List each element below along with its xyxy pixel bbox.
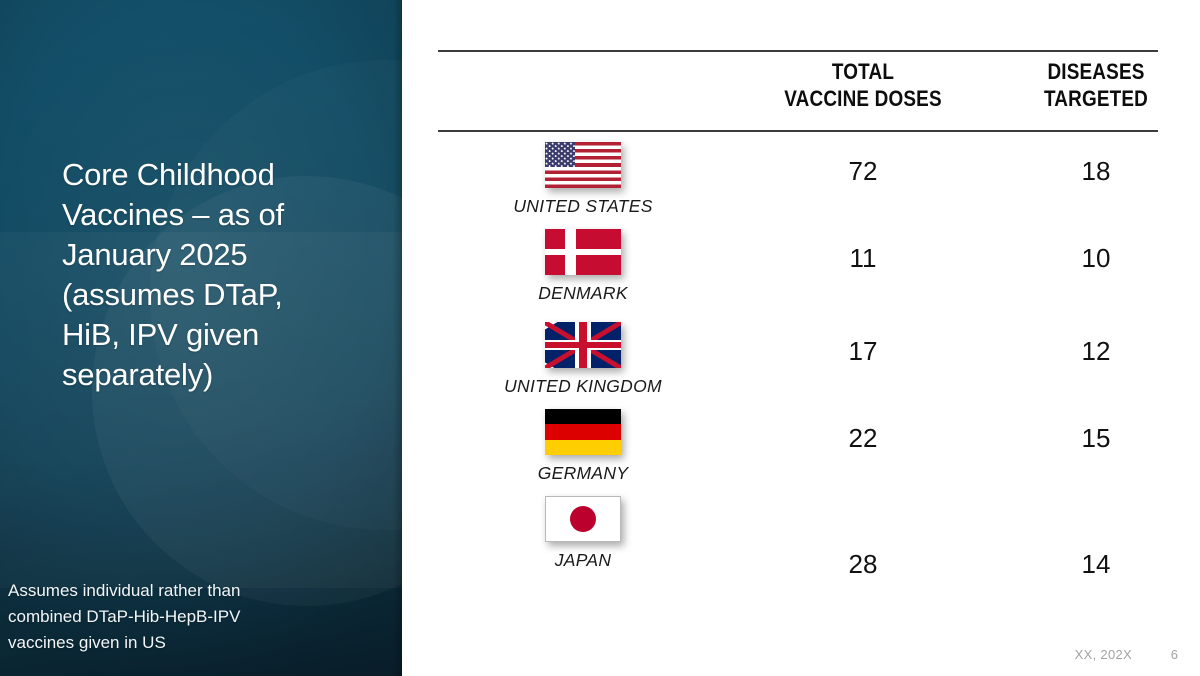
cell-diseases-targeted: 10 (1081, 243, 1111, 273)
flag-wrap (545, 409, 621, 455)
cell-diseases-targeted: 14 (1081, 549, 1111, 579)
slide-title: Core Childhood Vaccines – as of January … (62, 157, 284, 392)
cell-diseases-targeted: 18 (1081, 156, 1111, 186)
uk-cross-red-horizontal (545, 342, 621, 348)
slide-footnote: Assumes individual rather than combined … (8, 581, 241, 652)
table-row: UNITED STATES 72 18 (438, 142, 1158, 244)
country-label: JAPAN (554, 550, 612, 570)
flag-wrap (545, 496, 621, 542)
us-canton (545, 142, 576, 167)
cell-diseases-targeted: 15 (1081, 423, 1111, 453)
table-rule-top (438, 50, 1158, 52)
panel-right-edge (393, 0, 402, 676)
flag-wrap (545, 229, 621, 275)
country-label: UNITED STATES (513, 196, 653, 216)
table-header-row: TOTAL VACCINE DOSES DISEASES TARGETED (438, 58, 1158, 128)
country-label: DENMARK (538, 283, 628, 303)
country-cell: UNITED STATES (468, 142, 698, 217)
table-row: DENMARK 11 10 (438, 229, 1158, 331)
flag-denmark-icon (545, 229, 621, 275)
country-cell: GERMANY (468, 409, 698, 484)
flag-japan-icon (545, 496, 621, 542)
de-band-gold (545, 439, 621, 455)
table-row: JAPAN 28 14 (438, 496, 1158, 598)
column-header-diseases-targeted: DISEASES TARGETED (1043, 59, 1149, 111)
title-panel: Core Childhood Vaccines – as of January … (0, 0, 402, 676)
flag-germany-icon (545, 409, 621, 455)
table-area: TOTAL VACCINE DOSES DISEASES TARGETED UN… (402, 0, 1200, 676)
cell-total-vaccine-doses: 72 (848, 156, 878, 186)
table-rule-header-bottom (438, 130, 1158, 132)
dk-cross-horizontal (545, 248, 621, 256)
flag-wrap (545, 142, 621, 188)
us-stars (545, 142, 576, 167)
de-band-black (545, 409, 621, 425)
cell-diseases-targeted: 12 (1081, 336, 1111, 366)
jp-sun-disc (570, 506, 596, 532)
de-band-red (545, 424, 621, 440)
table-row: UNITED KINGDOM 17 12 (438, 322, 1158, 424)
cell-total-vaccine-doses: 28 (848, 549, 878, 579)
footer-page-number: 6 (1170, 647, 1178, 662)
cell-total-vaccine-doses: 17 (848, 336, 878, 366)
country-cell: DENMARK (468, 229, 698, 304)
country-cell: UNITED KINGDOM (468, 322, 698, 397)
country-label: GERMANY (537, 463, 629, 483)
table-row: GERMANY 22 15 (438, 409, 1158, 511)
footer-date: XX, 202X (1074, 647, 1132, 662)
country-cell: JAPAN (468, 496, 698, 571)
flag-united-kingdom-icon (545, 322, 621, 368)
cell-total-vaccine-doses: 11 (849, 243, 877, 273)
flag-united-states-icon (545, 142, 621, 188)
country-label: UNITED KINGDOM (504, 376, 662, 396)
cell-total-vaccine-doses: 22 (848, 423, 878, 453)
column-header-total-vaccine-doses: TOTAL VACCINE DOSES (784, 59, 942, 111)
flag-wrap (545, 322, 621, 368)
panel-vignette (0, 0, 402, 676)
